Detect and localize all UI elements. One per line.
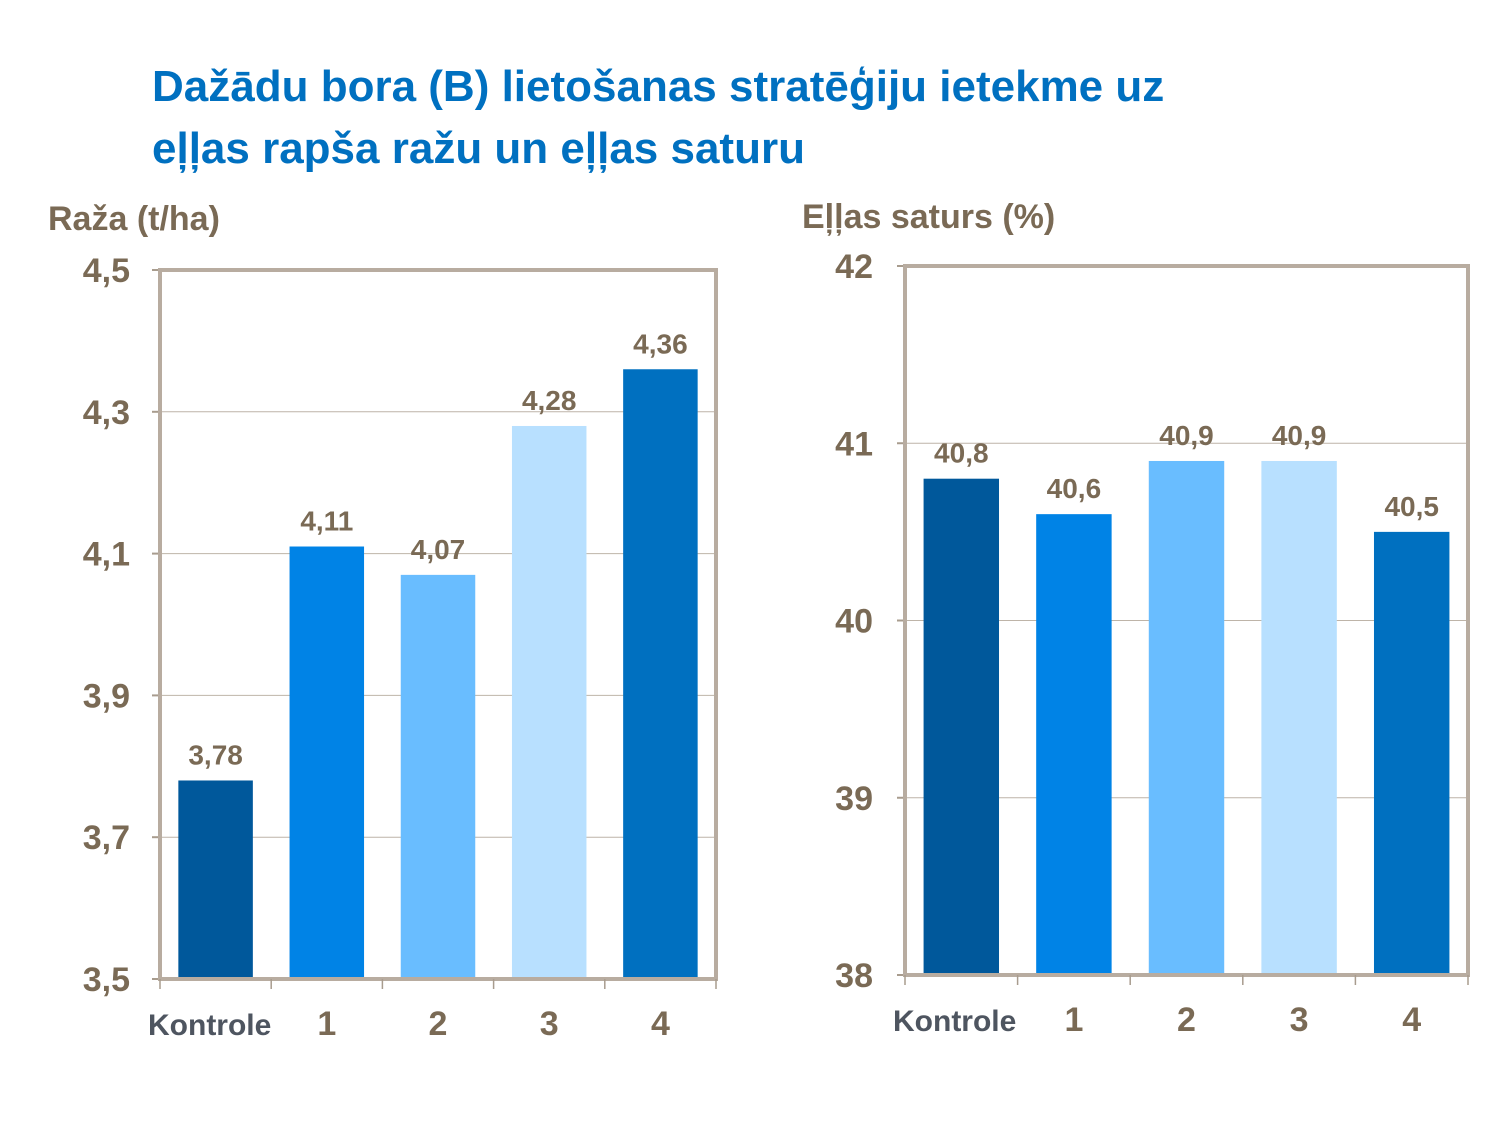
bar-4 — [1373, 531, 1450, 973]
data-label: 3,78 — [188, 739, 243, 770]
x-category-label: 1 — [317, 1005, 336, 1043]
plot-area-border — [158, 268, 718, 981]
bar-1 — [1036, 514, 1112, 973]
y-tick-label: 40 — [835, 603, 873, 641]
bar-kontrole — [923, 478, 1000, 973]
bar-1 — [289, 546, 365, 977]
y-tick-label: 3,7 — [83, 819, 130, 857]
bar-2 — [1148, 460, 1225, 974]
y-tick-label: 41 — [835, 425, 873, 463]
x-category-label: Kontrole — [893, 1005, 1016, 1038]
y-tick-label: 4,3 — [83, 394, 130, 432]
plot-area-border — [903, 264, 1470, 977]
data-label: 4,28 — [522, 385, 577, 416]
chart-title: Dažādu bora (B) lietošanas stratēģiju ie… — [152, 56, 1164, 180]
data-label: 4,11 — [300, 506, 353, 537]
y-tick-label: 4,5 — [83, 252, 130, 290]
bar-kontrole — [178, 780, 253, 977]
y-tick-label: 39 — [835, 780, 873, 818]
bar-2 — [400, 574, 476, 977]
x-category-label: 3 — [1290, 1001, 1309, 1039]
x-category-label: 2 — [429, 1005, 448, 1043]
y-tick-label: 4,1 — [83, 536, 130, 574]
data-label: 40,6 — [1047, 473, 1102, 504]
data-label: 40,5 — [1384, 491, 1439, 522]
x-category-label: 1 — [1064, 1001, 1083, 1039]
data-label: 40,9 — [1272, 420, 1327, 451]
title-line-1: Dažādu bora (B) lietošanas stratēģiju ie… — [152, 62, 1165, 111]
title-line-2: eļļas rapša ražu un eļļas saturu — [152, 124, 805, 173]
bar-3 — [1261, 460, 1337, 974]
data-label: 4,07 — [411, 534, 466, 565]
bar-3 — [511, 425, 587, 978]
x-category-label: 2 — [1177, 1001, 1196, 1039]
y-tick-label: 42 — [835, 248, 873, 286]
y-tick-label: 3,5 — [83, 961, 130, 999]
x-category-label: 4 — [1402, 1001, 1421, 1039]
x-category-label: 4 — [651, 1005, 670, 1043]
data-label: 40,9 — [1159, 420, 1214, 451]
y-axis-label: Eļļas saturs (%) — [802, 198, 1055, 236]
x-category-label: Kontrole — [148, 1009, 271, 1042]
data-label: 40,8 — [934, 438, 989, 469]
bar-4 — [623, 369, 698, 977]
data-label: 4,36 — [633, 328, 688, 359]
x-category-label: 3 — [540, 1005, 559, 1043]
y-tick-label: 3,9 — [83, 677, 130, 715]
y-tick-label: 38 — [835, 957, 873, 995]
y-axis-label: Raža (t/ha) — [48, 200, 220, 238]
